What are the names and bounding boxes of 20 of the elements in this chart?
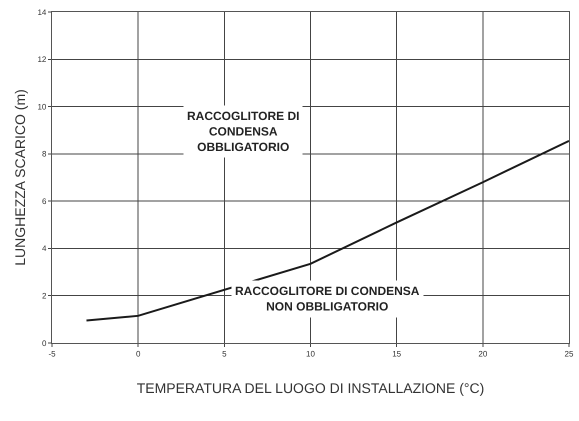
annotation: RACCOGLITORE DI CONDENSA OBBLIGATORIO [187, 109, 300, 154]
line-series [85, 140, 569, 322]
x-tick-label: 15 [392, 350, 402, 359]
y-tick-label: 8 [42, 150, 47, 159]
x-tick-label: 0 [136, 350, 141, 359]
x-axis-title: TEMPERATURA DEL LUOGO DI INSTALLAZIONE (°C) [136, 380, 484, 396]
y-tick-label: 0 [42, 338, 47, 348]
x-tick-label: 20 [478, 350, 488, 359]
y-tick-label: 10 [37, 102, 47, 112]
annotation: RACCOGLITORE DI CONDENSA NON OBBLIGATORIO [235, 284, 420, 314]
y-axis-title: LUNGHEZZA SCARICO (m) [12, 89, 28, 266]
y-tick-label: 4 [42, 244, 47, 254]
y-tick-label: 12 [37, 55, 47, 64]
y-tick-label: 2 [42, 292, 47, 301]
x-tick-label: -5 [48, 350, 56, 359]
x-tick-label: 10 [306, 350, 316, 359]
y-tick-label: 6 [42, 196, 47, 206]
x-tick-label: 25 [564, 350, 574, 359]
y-tick-label: 14 [37, 8, 47, 17]
x-tick-label: 5 [222, 350, 228, 359]
